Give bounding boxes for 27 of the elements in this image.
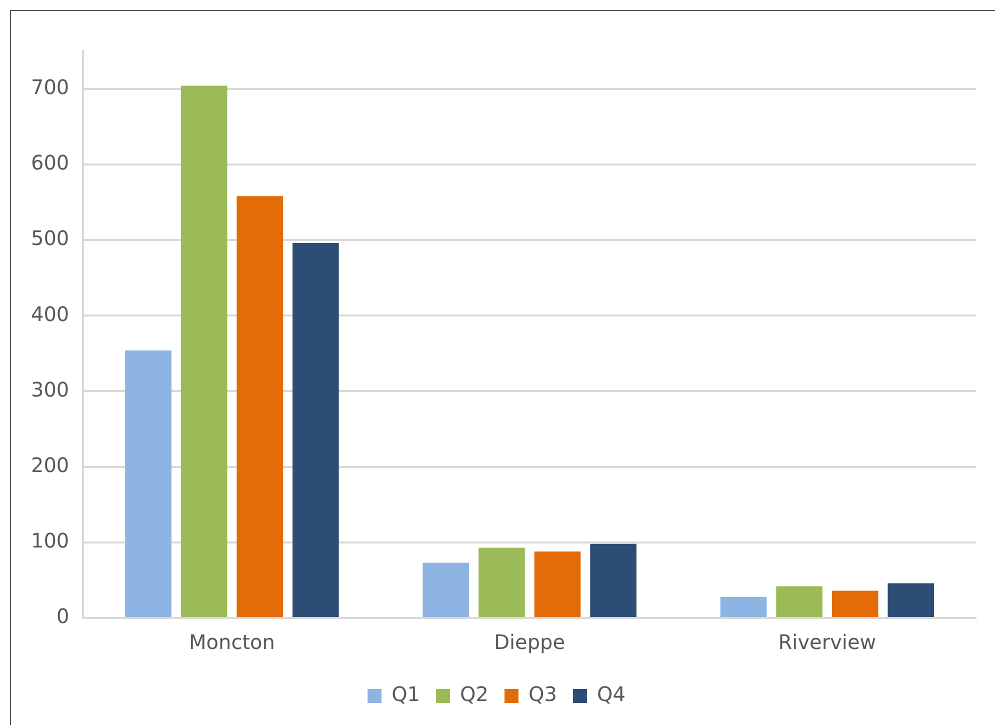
- legend-label: Q4: [596, 682, 626, 706]
- bar: [422, 562, 470, 617]
- y-tick-label: 600: [30, 150, 70, 175]
- y-tick-label: 100: [30, 528, 70, 553]
- y-tick-label: 500: [30, 226, 70, 250]
- bar: [534, 551, 581, 617]
- y-tick-label: 200: [30, 453, 70, 478]
- legend-label: Q1: [392, 682, 420, 706]
- x-tick-label: Riverview: [778, 630, 876, 654]
- bar: [125, 350, 172, 617]
- x-tick-label: Moncton: [189, 630, 275, 654]
- bar: [888, 583, 934, 617]
- legend-label: Q3: [528, 682, 557, 706]
- bar: [720, 596, 767, 617]
- bar: [236, 196, 284, 617]
- bar: [832, 590, 878, 617]
- x-tick-label: Dieppe: [494, 630, 566, 654]
- y-tick-label: 0: [56, 604, 70, 628]
- y-tick-label: 300: [30, 377, 70, 402]
- legend-label: Q2: [460, 682, 488, 706]
- bar: [180, 86, 228, 617]
- y-tick-label: 700: [30, 75, 70, 100]
- bar: [292, 243, 339, 617]
- bar: [776, 586, 822, 617]
- bar: [478, 548, 525, 617]
- y-tick-label: 400: [30, 302, 70, 326]
- bar: [590, 544, 636, 617]
